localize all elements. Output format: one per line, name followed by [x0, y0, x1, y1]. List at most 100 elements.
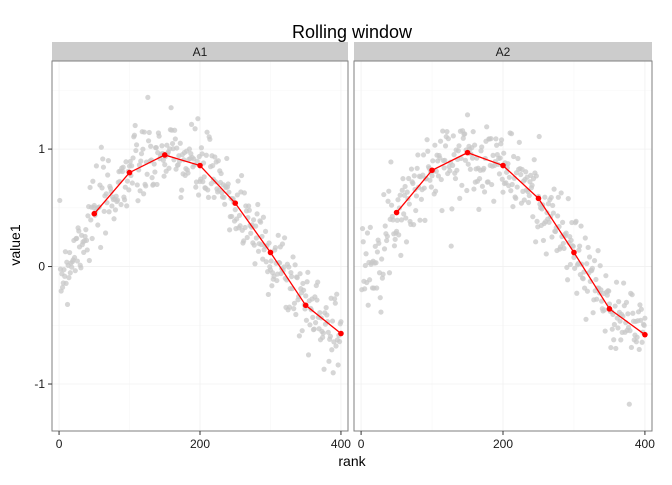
rolling-series	[91, 152, 344, 337]
scatter-point	[456, 143, 462, 149]
scatter-point	[248, 230, 254, 236]
scatter-point	[303, 293, 309, 299]
scatter-point	[320, 330, 326, 336]
scatter-point	[420, 172, 426, 178]
scatter-point	[612, 303, 618, 309]
scatter-point	[406, 175, 412, 182]
scatter-point	[573, 218, 579, 224]
scatter-point	[246, 207, 252, 213]
scatter-point	[526, 192, 532, 199]
scatter-point	[563, 230, 569, 236]
scatter-point	[565, 196, 571, 202]
scatter-point	[140, 146, 146, 152]
scatter-point	[274, 277, 280, 284]
scatter-point	[303, 317, 310, 323]
scatter-point	[112, 207, 119, 213]
scatter-point	[429, 173, 435, 179]
scatter-point	[504, 165, 510, 171]
scatter-point	[133, 142, 140, 148]
scatter-point	[384, 233, 390, 239]
scatter-point	[362, 262, 368, 269]
scatter-point	[630, 310, 636, 316]
scatter-point	[204, 129, 210, 135]
scatter-point	[415, 152, 421, 158]
scatter-point	[311, 326, 317, 332]
scatter-point	[172, 136, 178, 142]
scatter-point	[186, 146, 193, 152]
scatter-point	[583, 316, 589, 322]
scatter-point	[168, 105, 174, 111]
scatter-point	[578, 223, 584, 229]
scatter-point	[509, 181, 515, 188]
scatter-point	[159, 143, 165, 149]
scatter-point	[467, 166, 473, 172]
scatter-point	[103, 191, 109, 197]
scatter-point	[321, 366, 327, 372]
scatter-point	[433, 168, 439, 174]
scatter-point	[359, 225, 366, 232]
scatter-point	[67, 270, 73, 276]
scatter-point	[625, 311, 631, 317]
scatter-point	[296, 333, 302, 339]
scatter-point	[362, 286, 368, 292]
scatter-point	[382, 223, 388, 229]
scatter-point	[430, 158, 436, 164]
x-tick-label: 200	[190, 437, 210, 451]
scatter-point	[198, 145, 205, 151]
scatter-point	[224, 155, 230, 162]
scatter-point	[137, 188, 143, 194]
scatter-point	[628, 344, 635, 351]
scatter-point	[154, 181, 160, 188]
rolling-point	[126, 169, 133, 176]
scatter-point	[291, 306, 297, 312]
scatter-point	[141, 191, 147, 197]
scatter-point	[381, 246, 388, 252]
scatter-point	[305, 269, 311, 275]
scatter-point	[195, 116, 201, 122]
scatter-point	[237, 223, 243, 229]
scatter-point	[376, 240, 382, 246]
scatter-point	[420, 152, 427, 158]
scatter-point	[379, 275, 385, 281]
scatter-point	[234, 192, 240, 198]
rolling-point	[464, 149, 471, 156]
scatter-point	[555, 194, 561, 200]
scatter-point	[454, 167, 460, 173]
scatter-point	[210, 163, 216, 169]
scatter-point	[433, 188, 439, 194]
facet-strip	[354, 42, 652, 61]
scatter-point	[388, 159, 394, 165]
scatter-point	[479, 144, 485, 150]
scatter-point	[323, 305, 329, 311]
scatter-point	[571, 254, 577, 260]
scatter-point	[62, 249, 68, 255]
scatter-point	[250, 217, 257, 223]
scatter-point	[226, 189, 232, 195]
scatter-point	[386, 188, 392, 194]
y-axis-label: value1	[7, 224, 23, 265]
scatter-point	[499, 176, 505, 182]
scatter-point	[105, 172, 111, 178]
scatter-point	[93, 163, 99, 169]
scatter-point	[601, 307, 608, 313]
scatter-point	[260, 256, 266, 262]
scatter-point	[447, 168, 453, 174]
scatter-point	[327, 333, 333, 339]
scatter-point	[637, 302, 643, 308]
rolling-series	[393, 149, 648, 338]
scatter-point	[380, 271, 386, 277]
scatter-point	[194, 158, 200, 164]
scatter-point	[464, 112, 471, 118]
scatter-point	[378, 309, 384, 315]
scatter-point	[642, 315, 648, 321]
scatter-point	[491, 198, 497, 204]
scatter-point	[533, 173, 539, 179]
scatter-point	[476, 206, 482, 212]
scatter-point	[253, 223, 259, 229]
scatter-point	[177, 140, 183, 146]
scatter-point	[400, 176, 406, 182]
scatter-point	[235, 178, 241, 184]
scatter-point	[324, 318, 331, 325]
scatter-point	[122, 184, 128, 190]
scatter-point	[188, 121, 195, 127]
